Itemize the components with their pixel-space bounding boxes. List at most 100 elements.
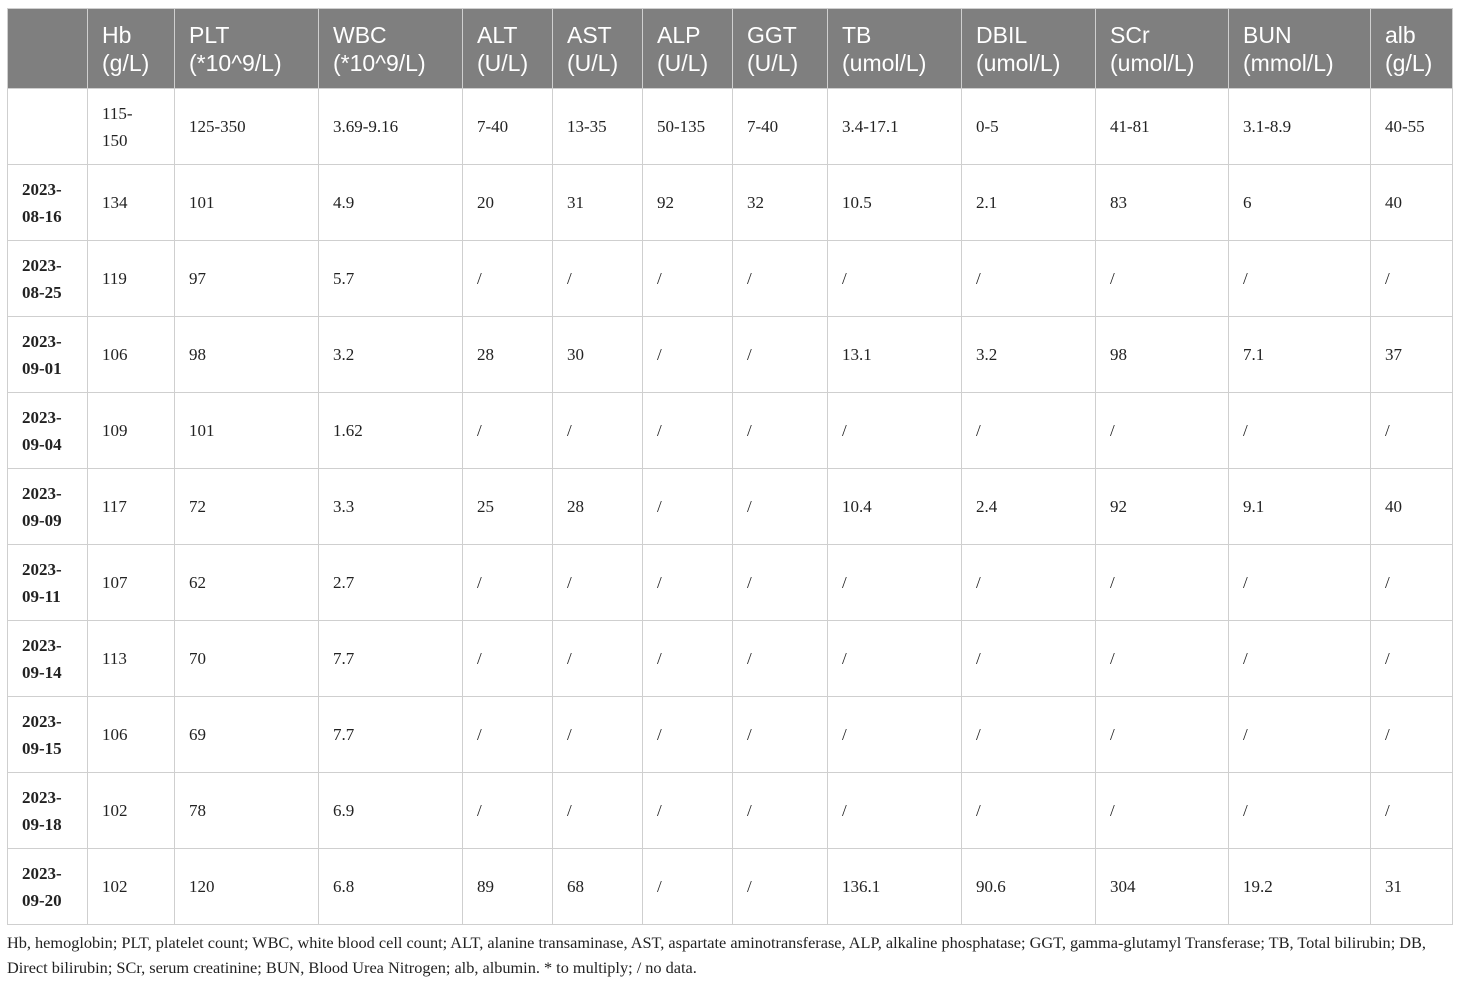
value-cell: 40	[1370, 468, 1453, 545]
reference-value: 13-35	[567, 117, 607, 136]
value-cell: 69	[174, 696, 319, 773]
date-cell: 2023-09-20	[7, 848, 88, 925]
header-unit: (mmol/L)	[1243, 49, 1334, 76]
value-cell: 25	[462, 468, 553, 545]
value-cell: /	[827, 620, 962, 697]
reference-value: 7-40	[477, 117, 509, 136]
value-cell: 31	[552, 164, 643, 241]
date: 2023-09-15	[22, 711, 62, 758]
header-unit: (U/L)	[657, 49, 709, 76]
data-row: 2023-09-20 102 120 6.8 89 68//136.1 90.6 304 19.…	[7, 848, 1453, 925]
header-cell: GGT (U/L)	[732, 8, 828, 89]
reference-cell: 115-150	[87, 88, 175, 165]
data-row: 2023-09-14 113 70 7.7// / / / / / / /	[7, 620, 1453, 697]
value-cell: /	[961, 772, 1096, 849]
header-cell: alb (g/L)	[1370, 8, 1453, 89]
header-unit: (U/L)	[477, 49, 529, 76]
value-cell: 7.7	[318, 696, 463, 773]
header-unit: (*10^9/L)	[333, 49, 426, 76]
value-cell: 3.2	[961, 316, 1096, 393]
value-cell: /	[642, 772, 733, 849]
lab-table: Hb (g/L) PLT (*10^9/L) WBC (*10^9/L) ALT (U/L) A…	[7, 8, 1453, 925]
value-cell: 9.1	[1228, 468, 1371, 545]
value-cell: 92	[642, 164, 733, 241]
value-cell: /	[552, 772, 643, 849]
date-cell: 2023-09-18	[7, 772, 88, 849]
value-cell: /	[1228, 240, 1371, 317]
value-cell: /	[827, 392, 962, 469]
value-cell: 107	[87, 544, 175, 621]
header-unit: (g/L)	[102, 49, 150, 76]
reference-row: 115-150 125-350 3.69-9.16 7-40 13-35 50-135 7-…	[7, 88, 1453, 165]
header-cell: SCr (umol/L)	[1095, 8, 1229, 89]
header-unit: (umol/L)	[842, 49, 927, 76]
value-cell: 119	[87, 240, 175, 317]
value-cell: 28	[462, 316, 553, 393]
value-cell: 31	[1370, 848, 1453, 925]
value-cell: 10.4	[827, 468, 962, 545]
date-cell: 2023-09-09	[7, 468, 88, 545]
value-cell: /	[1228, 620, 1371, 697]
value-cell: /	[462, 544, 553, 621]
value-cell: /	[1370, 240, 1453, 317]
value-cell: 7.1	[1228, 316, 1371, 393]
reference-value: 125-350	[189, 117, 246, 136]
header-unit: (U/L)	[747, 49, 799, 76]
value-cell: 97	[174, 240, 319, 317]
header-cell: AST (U/L)	[552, 8, 643, 89]
value-cell: /	[827, 240, 962, 317]
date-cell: 2023-09-15	[7, 696, 88, 773]
value-cell: /	[462, 240, 553, 317]
value-cell: 106	[87, 696, 175, 773]
value-cell: /	[961, 240, 1096, 317]
value-cell: 92	[1095, 468, 1229, 545]
value-cell: /	[732, 316, 828, 393]
value-cell: 5.7	[318, 240, 463, 317]
value-cell: 28	[552, 468, 643, 545]
table-body: 115-150 125-350 3.69-9.16 7-40 13-35 50-135 7-…	[7, 88, 1453, 925]
value-cell: /	[1228, 696, 1371, 773]
value-cell: 62	[174, 544, 319, 621]
value-cell: /	[732, 620, 828, 697]
value-cell: 117	[87, 468, 175, 545]
date: 2023-08-16	[22, 179, 62, 226]
header-cell: DBIL (umol/L)	[961, 8, 1096, 89]
value-cell: 102	[87, 772, 175, 849]
header-name: GGT	[747, 21, 797, 48]
value-cell: 2.7	[318, 544, 463, 621]
header-name: BUN	[1243, 21, 1292, 48]
value-cell: /	[1095, 240, 1229, 317]
date: 2023-09-18	[22, 787, 62, 834]
value-cell: 1.62	[318, 392, 463, 469]
reference-value: 0-5	[976, 117, 999, 136]
value-cell: /	[827, 772, 962, 849]
value-cell: 6.9	[318, 772, 463, 849]
footnote: Hb, hemoglobin; PLT, platelet count; WBC…	[7, 933, 1426, 977]
date-cell: 2023-09-01	[7, 316, 88, 393]
value-cell: /	[1095, 696, 1229, 773]
value-cell: 70	[174, 620, 319, 697]
reference-cell: 40-55	[1370, 88, 1453, 165]
value-cell: /	[642, 544, 733, 621]
value-cell: /	[1228, 392, 1371, 469]
data-row: 2023-09-11 107 62 2.7// / / / / / / /	[7, 544, 1453, 621]
value-cell: /	[1095, 392, 1229, 469]
value-cell: /	[732, 696, 828, 773]
reference-value: 7-40	[747, 117, 779, 136]
date-cell: 2023-09-11	[7, 544, 88, 621]
data-row: 2023-08-16 134 101 4.9 20 31 92 32 10.5 2.1 83 6 40	[7, 164, 1453, 241]
value-cell: 83	[1095, 164, 1229, 241]
reference-cell: 0-5	[961, 88, 1096, 165]
data-row: 2023-09-04 109 101 1.62// / / / / / / /	[7, 392, 1453, 469]
value-cell: 3.3	[318, 468, 463, 545]
value-cell: /	[732, 240, 828, 317]
date: 2023-09-14	[22, 635, 62, 682]
header-cell: WBC (*10^9/L)	[318, 8, 463, 89]
value-cell: 4.9	[318, 164, 463, 241]
reference-cell: 13-35	[552, 88, 643, 165]
value-cell: 6	[1228, 164, 1371, 241]
value-cell: /	[462, 620, 553, 697]
value-cell: /	[642, 316, 733, 393]
value-cell: /	[642, 620, 733, 697]
